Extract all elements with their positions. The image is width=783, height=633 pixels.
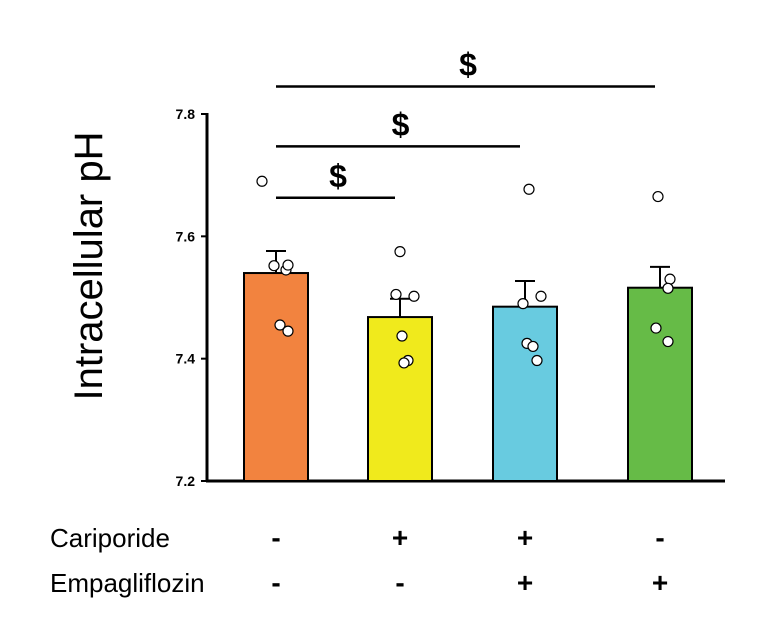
data-point xyxy=(517,298,529,310)
error-bars xyxy=(266,250,670,318)
bar xyxy=(627,286,693,483)
data-point xyxy=(398,357,410,369)
y-tick-label: 7.8 xyxy=(176,106,196,122)
y-axis-label: Intracellular pH xyxy=(67,131,111,400)
treatment-table: Cariporide - + + - Empagliflozin - - + + xyxy=(50,522,668,598)
y-tick-label: 7.6 xyxy=(176,228,196,244)
treatment-symbol: + xyxy=(517,567,533,598)
bar xyxy=(492,305,558,482)
data-point xyxy=(282,325,294,337)
data-point xyxy=(256,175,268,187)
treatment-symbol: - xyxy=(655,522,664,553)
treatment-label: Empagliflozin xyxy=(50,568,205,598)
treatment-symbol: - xyxy=(395,567,404,598)
data-point xyxy=(531,354,543,367)
treatment-label: Cariporide xyxy=(50,523,170,553)
data-point xyxy=(662,282,674,294)
data-point xyxy=(394,246,406,258)
significance-label: $ xyxy=(459,46,477,82)
data-point xyxy=(408,290,420,302)
significance-brackets: $ $ $ xyxy=(276,46,655,200)
data-point xyxy=(652,190,664,203)
data-points xyxy=(256,175,676,369)
treatment-symbol: - xyxy=(271,522,280,553)
treatment-symbol: + xyxy=(392,522,408,553)
bar xyxy=(367,316,433,482)
bars xyxy=(243,272,693,483)
treatment-symbol: + xyxy=(517,522,533,553)
y-tick-label: 7.4 xyxy=(176,351,196,367)
significance-label: $ xyxy=(392,106,410,142)
y-tick-label: 7.2 xyxy=(176,473,196,489)
bar xyxy=(243,272,309,482)
data-point xyxy=(650,322,662,334)
data-point xyxy=(274,319,286,331)
data-point xyxy=(662,335,674,348)
data-point xyxy=(282,259,294,271)
data-point xyxy=(527,340,539,353)
data-point xyxy=(390,288,402,301)
data-point xyxy=(268,260,280,272)
data-point xyxy=(523,183,535,195)
treatment-symbol: - xyxy=(271,567,280,598)
data-point xyxy=(396,330,408,342)
significance-label: $ xyxy=(329,158,347,194)
data-point xyxy=(535,290,547,302)
data-point xyxy=(664,273,676,285)
treatment-symbol: + xyxy=(652,567,668,598)
